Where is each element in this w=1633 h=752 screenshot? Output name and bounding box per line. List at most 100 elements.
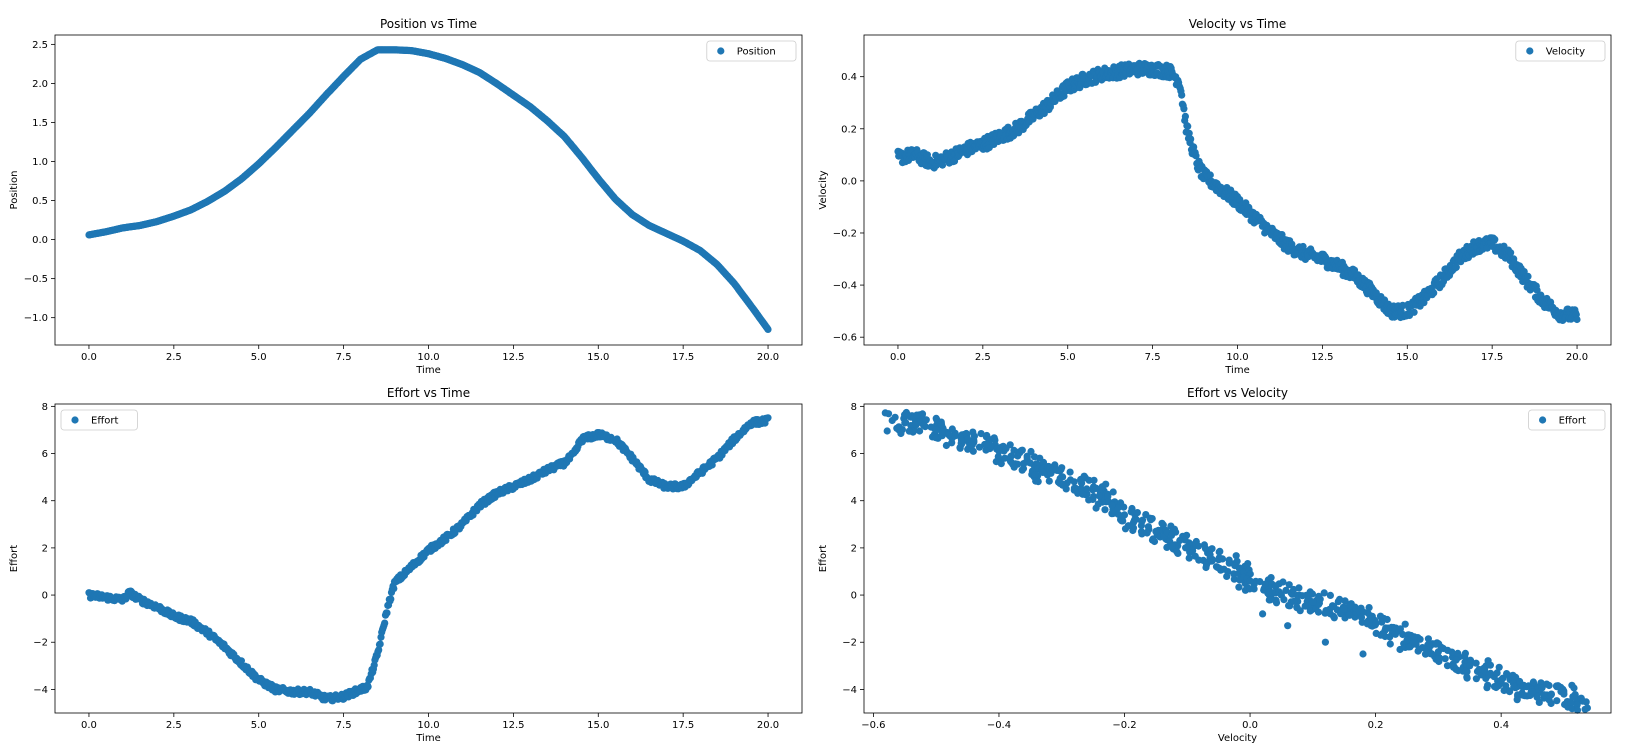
data-point	[948, 425, 956, 433]
data-point	[1306, 607, 1314, 615]
x-axis-label: Time	[1224, 365, 1249, 376]
data-point	[1206, 551, 1214, 559]
data-point	[1092, 484, 1100, 492]
data-point	[1181, 112, 1189, 120]
data-points	[881, 408, 1591, 714]
data-point	[1330, 603, 1338, 611]
data-point	[1168, 542, 1176, 550]
y-tick-label: −0.6	[833, 333, 857, 344]
x-tick-label: 17.5	[1481, 352, 1503, 363]
data-point	[1150, 537, 1159, 546]
chart-title: Effort vs Velocity	[1187, 386, 1288, 400]
data-point	[1573, 701, 1581, 709]
chart-title: Velocity vs Time	[1189, 17, 1286, 31]
y-tick-label: −0.2	[833, 228, 857, 239]
data-point	[1579, 697, 1587, 705]
x-tick-label: 7.5	[336, 720, 352, 731]
legend-label: Position	[737, 47, 776, 58]
data-point	[1194, 542, 1203, 550]
data-point	[1018, 466, 1026, 474]
data-point	[1434, 648, 1442, 656]
y-tick-label: 8	[42, 402, 48, 413]
data-point	[1462, 667, 1470, 675]
data-point	[905, 427, 913, 435]
legend: Velocity	[1515, 40, 1606, 62]
data-point	[1231, 562, 1239, 570]
data-point	[1491, 235, 1499, 243]
data-point	[964, 445, 972, 453]
legend: Effort	[60, 409, 138, 431]
y-axis-label: Velocity	[818, 170, 829, 209]
x-tick-label: 17.5	[672, 720, 694, 731]
data-point	[1497, 676, 1505, 684]
data-point	[1320, 589, 1328, 597]
data-point	[1524, 272, 1532, 280]
data-point	[893, 424, 901, 432]
x-axis-label: Velocity	[1218, 733, 1257, 744]
data-point	[932, 426, 940, 434]
data-point	[997, 460, 1005, 468]
data-point	[1202, 563, 1210, 572]
data-point	[1535, 698, 1543, 707]
data-point	[962, 429, 970, 438]
data-point	[1185, 554, 1193, 562]
data-point	[1187, 135, 1195, 143]
data-point	[969, 447, 977, 455]
y-tick-label: −4	[842, 685, 857, 696]
data-point	[1195, 556, 1203, 564]
data-point	[1002, 445, 1010, 453]
x-tick-label: 12.5	[1311, 352, 1333, 363]
data-point	[1272, 599, 1281, 607]
data-point	[1267, 574, 1275, 582]
data-point	[1309, 598, 1317, 606]
data-point	[1235, 583, 1243, 591]
data-point	[1472, 675, 1480, 683]
data-point	[1173, 548, 1181, 556]
data-point	[1133, 508, 1141, 517]
legend-marker	[717, 47, 725, 55]
y-tick-label: 4	[42, 496, 48, 507]
data-point	[1314, 608, 1323, 616]
x-tick-label: −0.4	[987, 720, 1011, 731]
data-point	[1322, 609, 1331, 617]
data-point	[1181, 536, 1189, 544]
data-point	[1031, 471, 1039, 479]
data-point	[1560, 690, 1568, 698]
y-tick-label: 6	[851, 449, 857, 460]
legend-box	[1515, 40, 1606, 62]
data-point	[1143, 529, 1151, 537]
data-point	[1290, 585, 1298, 594]
data-point	[1345, 611, 1354, 619]
chart-title: Effort vs Time	[387, 386, 470, 400]
data-point	[1410, 308, 1418, 316]
legend-label: Effort	[91, 416, 118, 427]
y-tick-label: 2	[42, 543, 48, 554]
data-point	[1547, 690, 1555, 698]
data-point	[1232, 552, 1240, 560]
y-tick-label: 8	[851, 402, 857, 413]
legend: Position	[706, 40, 797, 62]
data-point	[1230, 575, 1238, 583]
data-point	[1167, 531, 1176, 540]
data-point	[375, 646, 383, 654]
data-point	[1341, 597, 1349, 605]
legend-box	[60, 409, 138, 431]
data-point	[764, 325, 772, 333]
data-point	[888, 416, 896, 425]
data-point	[1299, 242, 1307, 251]
data-point	[1070, 484, 1078, 492]
legend-marker	[1539, 416, 1547, 424]
data-point	[1523, 683, 1531, 691]
data-point	[1430, 289, 1438, 297]
x-tick-label: 0.0	[81, 720, 97, 731]
data-point	[764, 414, 772, 422]
legend-marker	[71, 416, 79, 424]
x-tick-label: 20.0	[1566, 352, 1588, 363]
data-point	[1384, 624, 1392, 632]
data-point	[1573, 315, 1581, 324]
data-point	[1034, 478, 1042, 486]
x-tick-label: 2.5	[975, 352, 991, 363]
data-point	[383, 609, 391, 617]
data-point	[1201, 545, 1210, 553]
